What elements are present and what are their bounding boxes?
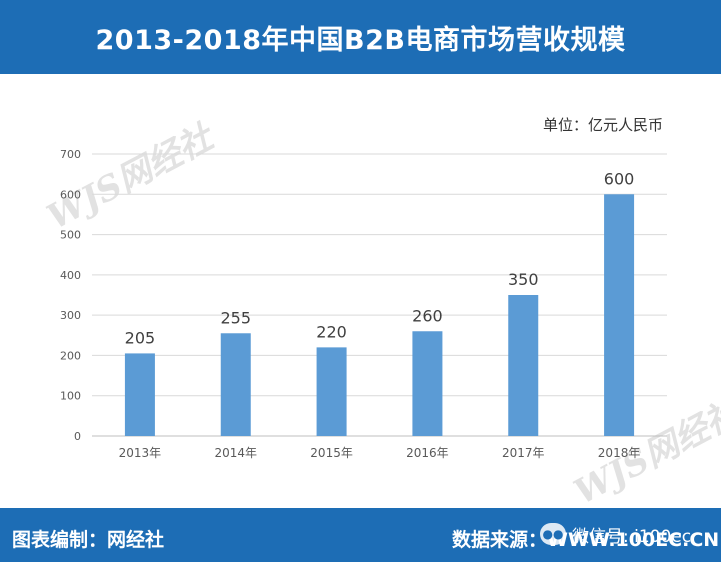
y-axis: 0 100 200 300 400 500 600 700 [60, 148, 81, 443]
bar [124, 353, 155, 436]
chart-title: 2013-2018年中国B2B电商市场营收规模 [95, 24, 626, 56]
footer-bar: 图表编制：网经社 数据来源：WWW.100EC.CN [0, 508, 721, 562]
footer-compiler: 图表编制：网经社 [12, 529, 165, 551]
y-tick-label: 600 [60, 188, 81, 201]
bar [316, 347, 347, 436]
y-tick-label: 200 [60, 349, 81, 362]
wechat-icon: ●● [540, 523, 566, 545]
wechat-badge: ●● 微信号: i100ec [540, 520, 691, 548]
x-tick-label: 2014年 [214, 446, 257, 460]
y-tick-label: 300 [60, 309, 81, 322]
unit-label: 单位：亿元人民币 [542, 116, 663, 134]
x-tick-label: 2017年 [502, 446, 545, 460]
bars [124, 194, 635, 436]
y-tick-label: 100 [60, 390, 81, 403]
title-bar: 2013-2018年中国B2B电商市场营收规模 [0, 0, 721, 74]
bar [412, 331, 443, 436]
y-tick-label: 400 [60, 269, 81, 282]
wechat-id: 微信号: i100ec [572, 526, 692, 547]
x-tick-label: 2018年 [598, 446, 641, 460]
data-label: 350 [508, 270, 539, 289]
data-labels: 205 255 220 260 350 600 [125, 169, 635, 347]
y-tick-label: 0 [74, 430, 81, 443]
y-tick-label: 700 [60, 148, 81, 161]
x-axis: 2013年 2014年 2015年 2016年 2017年 2018年 [119, 446, 641, 460]
data-label: 255 [220, 308, 251, 327]
footer-source: 数据来源：WWW.100EC.CN [452, 529, 720, 551]
data-label: 600 [604, 169, 635, 188]
y-tick-label: 500 [60, 229, 81, 242]
x-tick-label: 2013年 [119, 446, 162, 460]
data-label: 220 [316, 322, 347, 341]
bar [604, 194, 635, 436]
x-tick-label: 2015年 [310, 446, 353, 460]
data-label: 205 [125, 328, 156, 347]
x-tick-label: 2016年 [406, 446, 449, 460]
data-label: 260 [412, 306, 443, 325]
gridlines [92, 153, 667, 437]
bar [220, 333, 251, 436]
bar [508, 295, 539, 436]
